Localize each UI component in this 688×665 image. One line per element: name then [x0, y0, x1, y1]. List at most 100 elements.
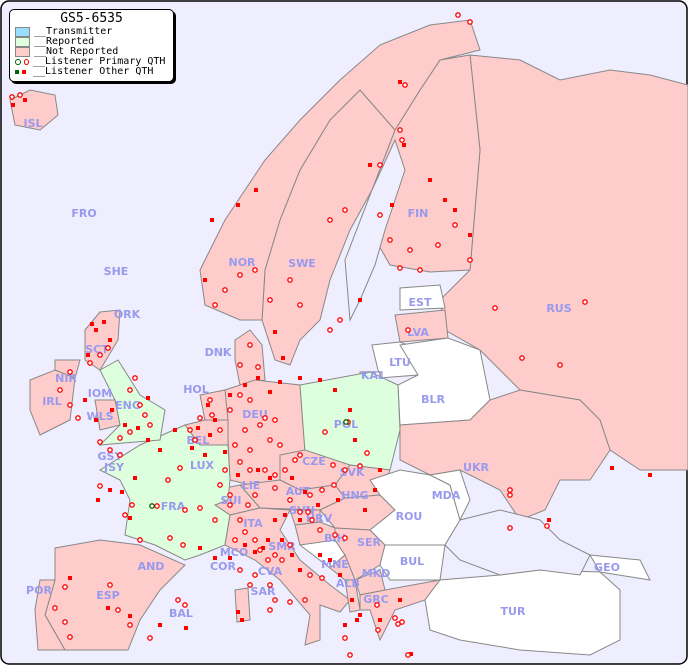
- listener-primary-qth-marker: [347, 652, 353, 658]
- listener-primary-qth-marker: [297, 452, 303, 458]
- listener-primary-qth-marker: [292, 457, 298, 463]
- listener-other-qth-marker: [378, 468, 382, 472]
- country-label-ltu: LTU: [389, 356, 411, 369]
- listener-other-qth-marker: [353, 438, 357, 442]
- listener-primary-qth-marker: [267, 297, 273, 303]
- listener-other-qth-marker: [108, 488, 112, 492]
- listener-primary-qth-marker: [507, 487, 513, 493]
- listener-other-qth-marker: [336, 498, 340, 502]
- listener-primary-qth-marker: [115, 607, 121, 613]
- listener-other-qth-marker: [94, 328, 98, 332]
- listener-other-qth-marker: [273, 330, 277, 334]
- country-label-hol: HOL: [183, 383, 209, 396]
- listener-other-qth-marker: [316, 503, 320, 507]
- listener-primary-qth-marker: [387, 237, 393, 243]
- country-label-deu: DEU: [242, 408, 268, 421]
- listener-primary-qth-marker: [262, 467, 268, 473]
- listener-primary-qth-marker: [267, 607, 273, 613]
- country-label-rus: RUS: [546, 302, 571, 315]
- listener-primary-qth-marker: [245, 502, 251, 508]
- listener-other-qth-marker: [96, 498, 100, 502]
- listener-primary-qth-marker: [237, 459, 243, 465]
- listener-primary-qth-marker: [327, 327, 333, 333]
- listener-primary-qth-marker: [330, 462, 336, 468]
- country-mda: [428, 469, 471, 522]
- listener-other-qth-marker: [355, 618, 359, 622]
- listener-other-qth-marker: [210, 218, 214, 222]
- listener-primary-qth-marker: [227, 407, 233, 413]
- listener-primary-qth-marker: [207, 397, 213, 403]
- listener-other-qth-marker: [343, 623, 347, 627]
- listener-primary-qth-marker: [247, 397, 253, 403]
- country-label-swe: SWE: [288, 257, 316, 270]
- country-label-lux: LUX: [190, 459, 215, 472]
- listener-primary-qth-marker: [217, 427, 223, 433]
- country-label-ser: SER: [357, 536, 381, 549]
- country-sar: [234, 587, 251, 623]
- listener-primary-qth-marker: [97, 439, 103, 445]
- listener-other-qth-marker: [228, 556, 232, 560]
- listener-primary-qth-marker: [397, 265, 403, 271]
- country-labels-layer: ISL FRO SHE ORK NOR SWE FIN RUS EST LVA LTU KAL BLR D…: [23, 117, 619, 620]
- listener-other-qth-marker: [208, 433, 212, 437]
- listener-other-qth-marker: [338, 573, 342, 577]
- listener-primary-qth-marker: [317, 527, 323, 533]
- listener-primary-qth-marker: [227, 492, 233, 498]
- listener-primary-qth-marker: [467, 257, 473, 263]
- listener-other-qth-marker: [261, 546, 265, 550]
- listener-other-qth-marker: [86, 353, 90, 357]
- listener-primary-qth-marker: [222, 467, 228, 473]
- listener-other-qth-marker: [648, 473, 652, 477]
- listener-primary-qth-marker: [237, 392, 243, 398]
- listener-primary-qth-marker: [327, 217, 333, 223]
- listener-primary-qth-marker: [192, 437, 198, 443]
- listener-other-qth-marker: [146, 438, 150, 442]
- listener-other-qth-marker: [68, 576, 72, 580]
- listener-primary-qth-marker: [175, 597, 181, 603]
- legend: GS5-6535 __Transmitter __Reported __Not …: [9, 9, 174, 82]
- listener-primary-qth-marker: [265, 557, 271, 563]
- country-label-bal: BAL: [169, 607, 193, 620]
- square-marker-icon: [15, 70, 29, 74]
- listener-other-qth-marker: [253, 550, 257, 554]
- not-reported-swatch: [15, 47, 30, 57]
- country-label-iom: IOM: [88, 387, 112, 400]
- listener-primary-qth-marker: [267, 437, 273, 443]
- listener-other-qth-marker: [268, 390, 272, 394]
- listener-primary-qth-marker: [279, 557, 285, 563]
- listener-primary-qth-marker: [455, 12, 461, 18]
- listener-other-qth-marker: [203, 278, 207, 282]
- listener-other-qth-marker: [110, 408, 114, 412]
- listener-primary-qth-marker: [435, 242, 441, 248]
- listener-primary-qth-marker: [129, 502, 135, 508]
- legend-label: __Transmitter: [34, 26, 113, 37]
- listener-primary-qth-marker: [287, 277, 293, 283]
- listener-other-qth-marker: [11, 103, 15, 107]
- country-label-ork: ORK: [114, 308, 141, 321]
- listener-primary-qth-marker: [272, 472, 278, 478]
- listener-primary-qth-marker: [147, 635, 153, 641]
- listener-primary-qth-marker: [62, 584, 68, 590]
- listener-primary-qth-marker: [62, 619, 68, 625]
- listener-other-qth-marker: [213, 418, 217, 422]
- listener-other-qth-marker: [240, 618, 244, 622]
- listener-primary-qth-marker: [180, 542, 186, 548]
- listener-other-qth-marker: [213, 556, 217, 560]
- listener-other-qth-marker: [373, 488, 377, 492]
- map-title: GS5-6535: [60, 11, 123, 26]
- country-label-sar: SAR: [251, 585, 276, 598]
- listener-other-qth-marker: [203, 453, 207, 457]
- listener-primary-qth-marker: [302, 597, 308, 603]
- listener-primary-qth-marker: [272, 485, 278, 491]
- listener-primary-qth-marker: [272, 552, 278, 558]
- country-label-hng: HNG: [341, 489, 368, 502]
- listener-primary-qth-marker: [282, 467, 288, 473]
- listener-other-qth-marker: [128, 516, 132, 520]
- listener-primary-qth-marker: [252, 267, 258, 273]
- listener-primary-qth-marker: [247, 467, 253, 473]
- listener-primary-qth-marker: [107, 582, 113, 588]
- listener-primary-qth-marker: [337, 317, 343, 323]
- listener-primary-qth-marker: [222, 287, 228, 293]
- gulf-of-bothnia: [344, 138, 406, 322]
- country-label-lva: LVA: [407, 326, 429, 339]
